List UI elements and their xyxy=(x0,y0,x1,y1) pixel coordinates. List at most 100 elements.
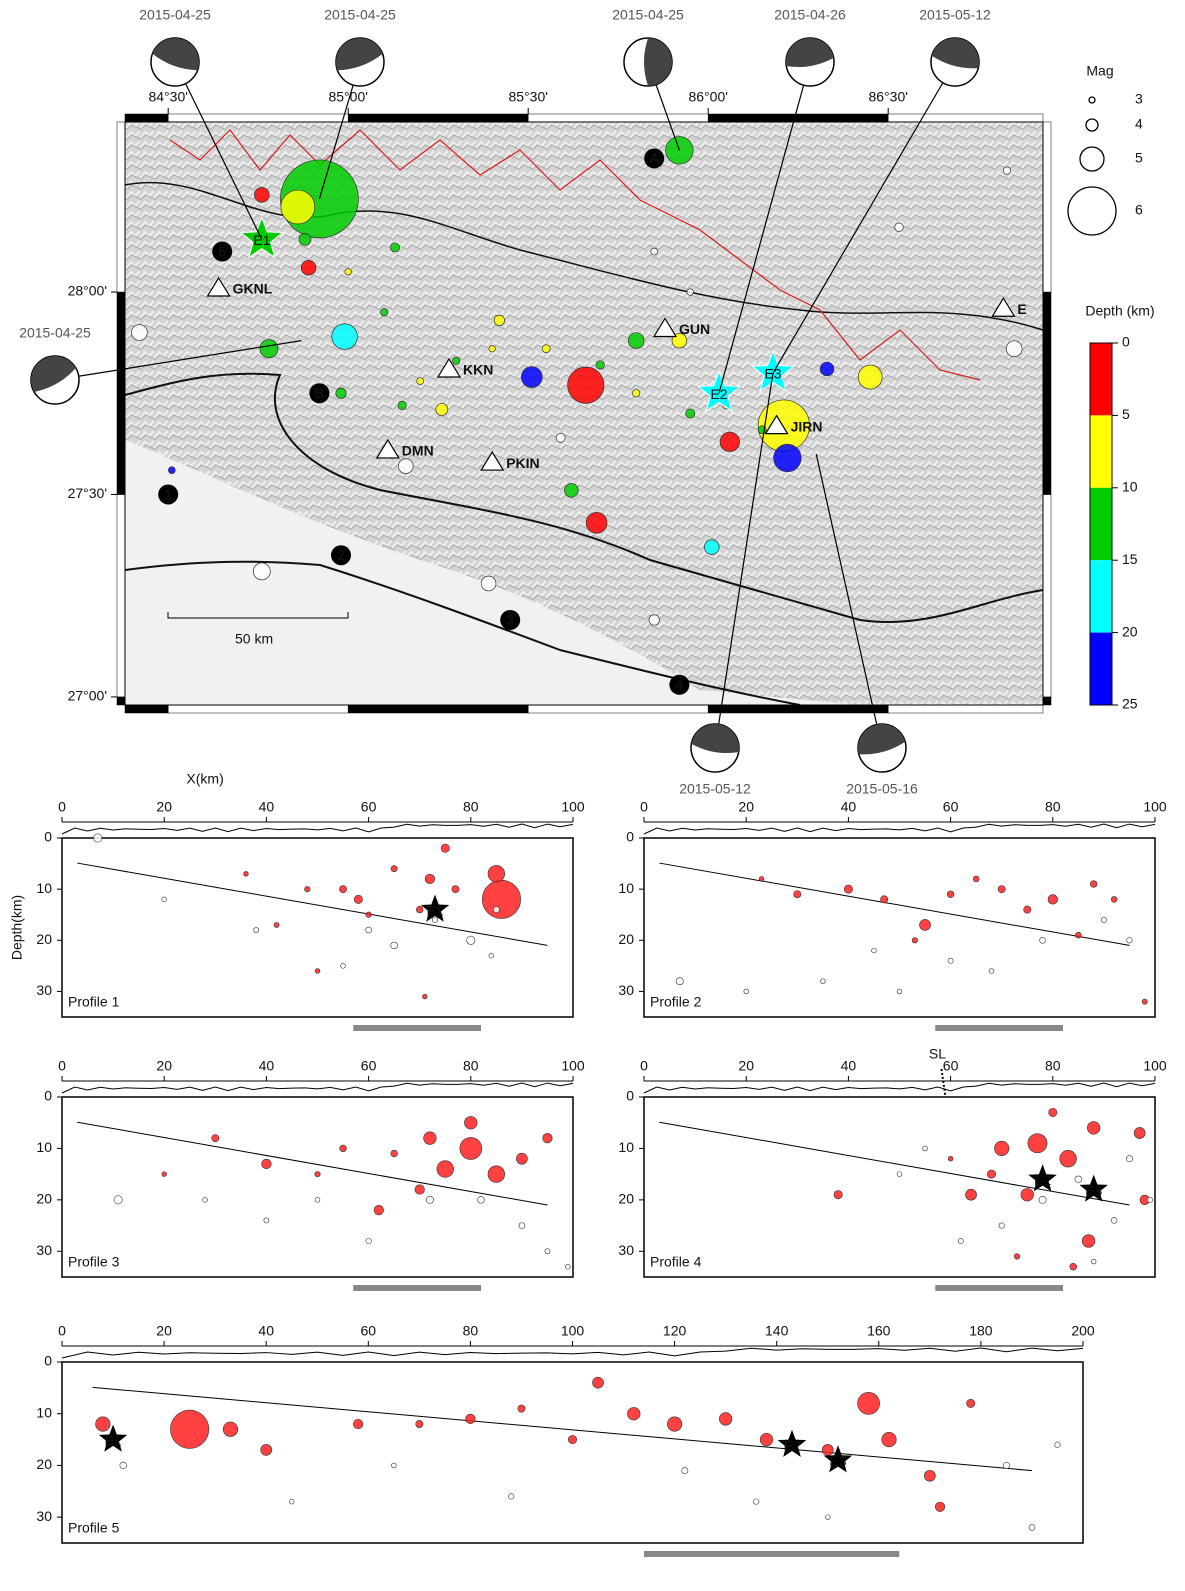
earthquake xyxy=(948,958,953,963)
earthquake xyxy=(1029,1525,1035,1531)
profile-title: Profile 5 xyxy=(68,1520,120,1536)
y-tick-label: 10 xyxy=(36,880,52,896)
earthquake xyxy=(651,248,658,255)
earthquake xyxy=(760,1433,773,1446)
earthquake xyxy=(542,345,550,353)
colorbar-label: 10 xyxy=(1122,479,1138,495)
colorbar-label: 15 xyxy=(1122,551,1138,567)
x-tick-label: 100 xyxy=(561,1323,585,1339)
earthquake xyxy=(872,948,877,953)
earthquake xyxy=(923,1146,928,1151)
earthquake xyxy=(920,919,931,930)
y-tick-label: 0 xyxy=(44,1088,52,1104)
earthquake xyxy=(332,324,358,350)
y-axis-title: Depth(km) xyxy=(9,895,25,960)
earthquake xyxy=(1006,341,1022,357)
x-tick-label: 0 xyxy=(58,799,66,815)
earthquake xyxy=(353,1419,363,1429)
profile-marker-label: A xyxy=(649,150,659,166)
earthquake xyxy=(1003,1462,1009,1468)
earthquake xyxy=(223,1422,238,1437)
frame-segment xyxy=(528,705,708,713)
y-tick-label: 30 xyxy=(36,1242,52,1258)
x-tick-label: 40 xyxy=(259,799,275,815)
earthquake xyxy=(519,1223,525,1229)
x-tick-label: 100 xyxy=(561,1058,585,1074)
earthquake xyxy=(947,891,954,898)
earthquake xyxy=(720,432,739,451)
earthquake xyxy=(999,1223,1005,1229)
station-label: PKIN xyxy=(506,455,539,471)
earthquake xyxy=(203,1197,208,1202)
earthquake xyxy=(958,1238,963,1243)
earthquake xyxy=(453,357,460,364)
profile-marker-label: 2 xyxy=(337,547,345,563)
frame-segment xyxy=(708,705,888,713)
earthquake xyxy=(586,512,607,533)
frame-segment xyxy=(348,705,528,713)
x-tick-label: 100 xyxy=(1143,1058,1167,1074)
y-tick-label: 27°30' xyxy=(68,485,107,501)
earthquake xyxy=(667,1417,682,1432)
earthquake xyxy=(1055,1442,1061,1448)
earthquake xyxy=(390,243,399,252)
profile-marker-label: 5 xyxy=(218,243,226,259)
earthquake xyxy=(882,1432,897,1447)
profile-frame xyxy=(62,838,573,1017)
station-label: GUN xyxy=(679,321,710,337)
frame-segment xyxy=(1043,494,1051,696)
frame-segment xyxy=(125,114,168,122)
x-tick-label: 86°00' xyxy=(688,89,727,105)
earthquake xyxy=(1060,1150,1077,1167)
earthquake xyxy=(1024,906,1031,913)
earthquake xyxy=(924,1470,935,1481)
earthquake xyxy=(391,866,397,872)
earthquake xyxy=(759,877,764,882)
profile-title: Profile 2 xyxy=(650,994,702,1010)
earthquake xyxy=(398,459,413,474)
earthquake xyxy=(489,346,495,352)
earthquake xyxy=(516,1153,527,1164)
profile-title: Profile 3 xyxy=(68,1254,120,1270)
earthquake xyxy=(416,1420,423,1427)
mechanism-date: 2015-04-25 xyxy=(612,7,684,23)
size-legend-circle xyxy=(1080,147,1104,171)
earthquake xyxy=(1075,1176,1082,1183)
earthquake xyxy=(305,886,311,892)
y-tick-label: 20 xyxy=(36,1456,52,1472)
annotation: SL xyxy=(929,1046,946,1062)
topography xyxy=(62,1348,1083,1358)
x-tick-label: 120 xyxy=(663,1323,687,1339)
earthquake xyxy=(336,388,346,398)
frame-segment xyxy=(168,705,348,713)
frame-segment xyxy=(1043,292,1051,494)
frame-segment xyxy=(888,114,1043,122)
earthquake xyxy=(341,963,346,968)
colorbar-label: 0 xyxy=(1122,334,1130,350)
earthquake xyxy=(844,885,852,893)
earthquake xyxy=(489,953,494,958)
earthquake xyxy=(1014,1254,1020,1260)
profile-extent xyxy=(644,1551,899,1557)
earthquake xyxy=(315,1197,320,1202)
earthquake xyxy=(518,1405,525,1412)
earthquake xyxy=(253,563,270,580)
x-tick-label: 20 xyxy=(738,799,754,815)
station-label: JIRN xyxy=(791,418,823,434)
frame-segment xyxy=(117,292,125,494)
profile-extent xyxy=(353,1025,481,1031)
x-tick-label: 84°30' xyxy=(148,89,187,105)
earthquake xyxy=(482,880,520,918)
size-legend-label: 5 xyxy=(1135,150,1143,166)
earthquake xyxy=(281,190,315,224)
earthquake xyxy=(289,1499,294,1504)
profile-marker-label: B xyxy=(314,385,324,401)
x-tick-label: 0 xyxy=(640,799,648,815)
earthquake xyxy=(120,1462,127,1469)
earthquake xyxy=(416,906,423,913)
y-tick-label: 10 xyxy=(618,1139,634,1155)
earthquake xyxy=(1049,1108,1057,1116)
earthquake xyxy=(858,1392,880,1414)
profile-marker-label: 3 xyxy=(506,612,514,628)
earthquake xyxy=(545,1249,550,1254)
